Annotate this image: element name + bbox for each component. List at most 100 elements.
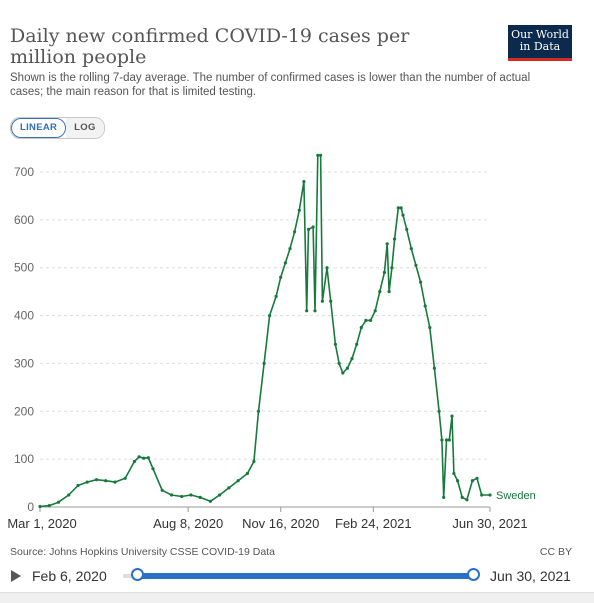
source-note[interactable]: Source: Johns Hopkins University CSSE CO… <box>10 546 275 558</box>
data-point <box>387 290 391 294</box>
timeline-end-handle[interactable] <box>467 568 480 581</box>
line-chart: 0 100 200 300 400 500 600 700 Mar 1, 2020 Aug 8,… <box>7 153 536 531</box>
owid-logo[interactable]: Our World in Data <box>508 25 572 61</box>
series-line-sweden[interactable] <box>39 154 490 508</box>
data-point <box>142 456 146 460</box>
data-point <box>350 357 354 361</box>
data-point <box>414 263 418 267</box>
data-point <box>256 409 261 413</box>
data-point <box>385 242 389 246</box>
data-point <box>146 456 150 460</box>
data-point <box>480 493 484 497</box>
data-point <box>311 225 315 229</box>
y-tick-label: 100 <box>14 452 34 466</box>
data-point <box>325 266 329 270</box>
logo-line-2: in Data <box>519 40 561 53</box>
data-point <box>401 213 405 217</box>
data-point <box>160 488 164 492</box>
timeline-selected-range[interactable] <box>138 573 474 579</box>
y-tick-label: 200 <box>14 404 34 418</box>
data-point <box>341 371 345 375</box>
data-point <box>67 493 71 497</box>
data-point <box>345 366 349 370</box>
data-point <box>297 208 301 212</box>
data-point <box>104 479 108 483</box>
data-point <box>447 438 451 442</box>
data-point <box>189 493 193 497</box>
data-point <box>252 459 256 464</box>
data-point <box>396 206 400 210</box>
y-tick-label: 400 <box>14 309 34 323</box>
data-point <box>470 479 474 483</box>
linear-scale-button[interactable]: LINEAR <box>11 118 67 138</box>
data-point <box>444 438 449 442</box>
y-tick-label: 500 <box>14 261 34 275</box>
data-point <box>355 342 359 346</box>
data-point <box>85 480 89 484</box>
data-point <box>262 361 266 365</box>
timeline-start-handle[interactable] <box>131 568 144 581</box>
data-point <box>359 325 363 330</box>
data-point <box>382 270 386 275</box>
data-point <box>47 504 51 508</box>
data-point <box>393 237 397 241</box>
data-point <box>488 493 492 497</box>
data-point <box>390 266 394 270</box>
chart-subtitle: Shown is the rolling 7-day average. The … <box>10 72 531 98</box>
data-point <box>452 471 456 476</box>
data-point <box>333 342 337 346</box>
data-point <box>369 318 373 322</box>
data-point <box>198 495 202 499</box>
data-point <box>428 325 432 330</box>
play-icon[interactable] <box>11 570 21 582</box>
data-point <box>279 275 283 279</box>
data-point <box>440 438 444 442</box>
data-point <box>305 309 309 313</box>
data-point <box>169 493 174 497</box>
data-point <box>208 499 212 503</box>
data-point <box>288 247 292 251</box>
data-point <box>423 304 427 308</box>
data-point <box>227 486 231 490</box>
data-point <box>419 280 423 284</box>
x-axis-ticks: Mar 1, 2020 Aug 8, 2020 Nov 16, 2020 Feb 24… <box>7 507 528 531</box>
data-point <box>293 230 297 234</box>
data-point <box>306 227 311 231</box>
y-tick-label: 600 <box>14 213 34 227</box>
data-point <box>283 261 287 265</box>
tab-strip <box>0 592 594 603</box>
x-tick-label: Jun 30, 2021 <box>452 516 527 531</box>
data-point <box>274 294 278 298</box>
data-point <box>180 494 184 499</box>
data-point <box>320 299 324 303</box>
data-point <box>56 500 61 504</box>
data-point <box>409 247 413 251</box>
y-tick-label: 0 <box>27 500 34 514</box>
data-point <box>245 471 249 476</box>
timeline: Feb 6, 2020 Jun 30, 2021 <box>0 562 594 590</box>
license-link[interactable]: CC BY <box>539 546 572 558</box>
data-point <box>437 409 441 413</box>
chart-title: Daily new confirmed COVID-19 cases per m… <box>10 25 410 68</box>
data-point <box>442 495 446 499</box>
data-point <box>132 459 136 464</box>
data-point <box>313 309 317 313</box>
timeline-start-label: Feb 6, 2020 <box>32 568 107 584</box>
data-point <box>456 479 460 483</box>
series-label-sweden[interactable]: Sweden <box>496 490 536 502</box>
data-point <box>268 314 272 318</box>
data-point <box>378 290 382 294</box>
data-point <box>151 467 155 471</box>
x-tick-label: Aug 8, 2020 <box>153 516 223 531</box>
data-point <box>316 153 320 157</box>
data-point <box>319 153 323 157</box>
log-scale-button[interactable]: LOG <box>66 118 104 138</box>
data-point <box>302 180 306 184</box>
data-point <box>373 309 377 313</box>
data-point <box>405 227 409 231</box>
data-point <box>76 483 80 488</box>
data-point <box>137 455 141 459</box>
x-tick-label: Nov 16, 2020 <box>242 516 319 531</box>
timeline-end-label: Jun 30, 2021 <box>490 568 571 584</box>
series-points <box>38 153 492 509</box>
